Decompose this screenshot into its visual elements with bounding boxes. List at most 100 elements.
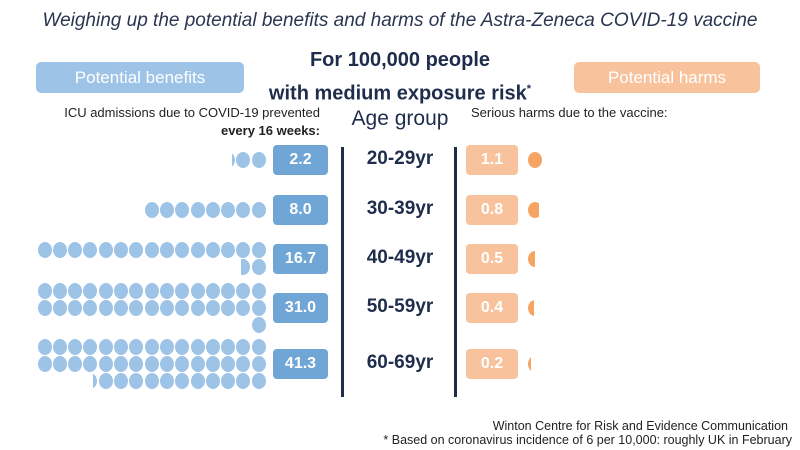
benefit-dot [83,355,98,372]
benefit-dot [52,299,67,316]
benefit-dot [175,282,190,299]
benefit-dot [190,355,205,372]
benefit-dot [98,372,113,389]
right-divider [454,147,457,397]
benefit-dot [205,201,220,218]
harm-dot [528,152,542,168]
benefit-dot [98,242,113,258]
age-group-label: 60-69yr [366,352,434,373]
benefit-dot [68,299,83,316]
benefit-dot [98,355,113,372]
benefit-dot [221,201,236,218]
benefit-dot [144,299,159,316]
harm-value-box: 0.4 [466,293,518,323]
benefit-dot [236,282,251,299]
benefit-dot [251,282,266,299]
benefit-dot [221,299,236,316]
benefits-description-line2: every 16 weeks: [220,123,320,138]
benefit-dot [144,282,159,299]
benefit-dot [98,338,113,355]
benefit-dot [37,338,52,355]
benefit-dot [98,299,113,316]
benefit-dot [175,201,190,218]
benefit-dot [190,242,205,258]
benefit-dot [144,201,159,218]
benefit-dot [129,338,144,355]
benefit-dot [236,201,251,218]
benefit-value-box: 2.2 [273,145,328,175]
harm-value-box: 0.2 [466,349,518,379]
benefit-dot [68,338,83,355]
benefit-dot [144,355,159,372]
benefit-dot [251,151,266,168]
benefit-dot [251,372,266,389]
benefit-dot [68,355,83,372]
harm-dot [528,202,540,218]
harm-dot [528,300,534,316]
benefit-dot [159,282,174,299]
harm-partial-dot [528,202,540,218]
benefit-dot [37,242,52,258]
footnote-text: * Based on coronavirus incidence of 6 pe… [383,433,792,447]
benefit-dot [251,201,266,218]
benefit-dot [190,201,205,218]
benefit-value-box: 8.0 [273,195,328,225]
subtitle-line2: with medium exposure risk [268,82,527,105]
benefit-dot [205,282,220,299]
benefit-dot [251,316,266,333]
benefit-dot [175,242,190,258]
benefit-dot [175,299,190,316]
benefit-dot [232,151,236,168]
harm-partial-dot [528,300,534,316]
benefit-dot [159,242,174,258]
benefit-dot [159,299,174,316]
benefit-dot [52,338,67,355]
benefit-dot [114,355,128,372]
benefit-dot [221,242,236,258]
benefit-dot [236,338,251,355]
benefit-partial-dot [240,259,251,275]
benefit-dot [114,282,128,299]
benefit-dot [37,282,52,299]
benefit-dot [144,242,159,258]
benefit-dot [190,372,205,389]
benefit-dot [236,151,251,168]
benefit-dot [251,338,266,355]
benefit-dot [52,242,67,258]
benefit-dot [144,338,159,355]
benefit-dot [190,299,205,316]
benefit-dot [129,355,144,372]
chart-subtitle: For 100,000 people with medium exposure … [250,46,550,109]
benefit-dot [205,242,220,258]
benefits-legend-pill: Potential benefits [36,62,244,93]
benefit-dot [129,299,144,316]
benefit-dot [159,372,174,389]
harms-description: Serious harms due to the vaccine: [471,105,668,120]
benefit-dot [83,299,98,316]
benefit-dot [114,372,128,389]
benefit-dot [221,372,236,389]
benefit-dot [37,355,52,372]
benefit-dot [68,282,83,299]
benefit-dot [221,338,236,355]
benefits-description: ICU admissions due to COVID-19 prevented… [64,104,320,140]
harm-value-box: 0.5 [466,244,518,274]
benefit-dot [129,282,144,299]
benefit-dot [52,355,67,372]
age-group-label: 20-29yr [366,148,434,169]
benefit-value-box: 41.3 [273,349,328,379]
age-group-header: Age group [351,107,449,130]
benefit-value-box: 16.7 [273,244,328,274]
benefit-dot [129,372,144,389]
benefit-dot [68,242,83,258]
benefit-dot [83,242,98,258]
benefit-dot [129,242,144,258]
benefit-dot [52,282,67,299]
benefit-dot [144,372,159,389]
age-group-label: 30-39yr [366,198,434,219]
benefit-dot [205,338,220,355]
benefit-dot [159,201,174,218]
benefit-dot [83,338,98,355]
chart-title: Weighing up the potential benefits and h… [42,10,758,31]
benefit-dot [205,372,220,389]
